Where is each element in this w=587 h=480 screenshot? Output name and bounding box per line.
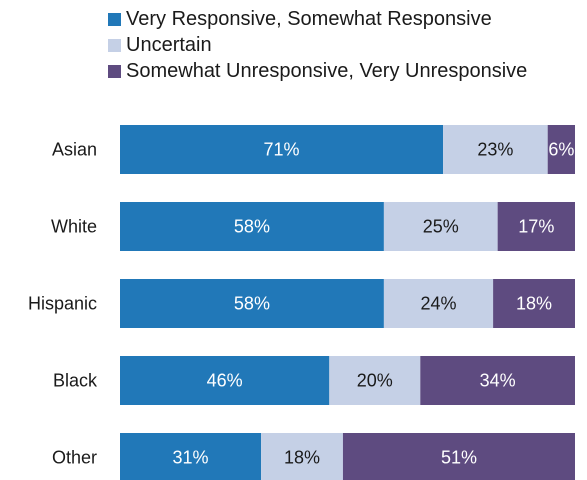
- category-label-white: White: [51, 217, 97, 237]
- data-label-asian-series-1: 23%: [477, 140, 513, 160]
- legend: Very Responsive, Somewhat Responsive Unc…: [108, 6, 527, 84]
- bar-black-series-0: [120, 356, 330, 405]
- data-label-white-series-1: 25%: [423, 217, 459, 237]
- data-label-asian-series-2: 6%: [548, 140, 574, 160]
- legend-label-unresponsive: Somewhat Unresponsive, Very Unresponsive: [126, 59, 528, 82]
- category-label-other: Other: [52, 448, 97, 468]
- legend-swatch-unresponsive: [108, 64, 121, 78]
- bar-other-series-1: [261, 433, 343, 480]
- data-label-black-series-2: 34%: [480, 371, 516, 391]
- legend-item-uncertain: Uncertain: [108, 32, 527, 58]
- data-label-hispanic-series-1: 24%: [420, 294, 456, 314]
- legend-item-responsive: Very Responsive, Somewhat Responsive: [108, 6, 527, 32]
- data-label-hispanic-series-0: 58%: [234, 294, 270, 314]
- data-label-black-series-1: 20%: [357, 371, 393, 391]
- legend-item-unresponsive: Somewhat Unresponsive, Very Unresponsive: [108, 58, 527, 84]
- bar-white-series-2: [497, 202, 575, 251]
- bar-black-series-2: [420, 356, 575, 405]
- bar-white-series-1: [383, 202, 498, 251]
- legend-swatch-uncertain: [108, 38, 121, 52]
- data-label-other-series-1: 18%: [284, 448, 320, 468]
- data-label-white-series-0: 58%: [234, 217, 270, 237]
- legend-label-uncertain: Uncertain: [126, 33, 212, 56]
- data-label-black-series-0: 46%: [207, 371, 243, 391]
- bar-hispanic-series-0: [120, 279, 384, 328]
- legend-label-responsive: Very Responsive, Somewhat Responsive: [126, 7, 492, 30]
- bar-asian-series-1: [443, 125, 548, 174]
- data-label-hispanic-series-2: 18%: [516, 294, 552, 314]
- bar-asian-series-0: [120, 125, 444, 174]
- bar-hispanic-series-2: [493, 279, 575, 328]
- bar-asian-series-2: [547, 125, 575, 174]
- data-label-white-series-2: 17%: [518, 217, 554, 237]
- category-label-asian: Asian: [52, 140, 97, 160]
- bar-other-series-0: [120, 433, 262, 480]
- category-label-black: Black: [53, 371, 98, 391]
- bar-other-series-2: [342, 433, 575, 480]
- bar-white-series-0: [120, 202, 384, 251]
- data-label-asian-series-0: 71%: [264, 140, 300, 160]
- bar-black-series-1: [329, 356, 421, 405]
- legend-swatch-responsive: [108, 12, 121, 26]
- bar-hispanic-series-1: [383, 279, 494, 328]
- data-label-other-series-0: 31%: [173, 448, 209, 468]
- category-label-hispanic: Hispanic: [28, 294, 97, 314]
- data-label-other-series-2: 51%: [441, 448, 477, 468]
